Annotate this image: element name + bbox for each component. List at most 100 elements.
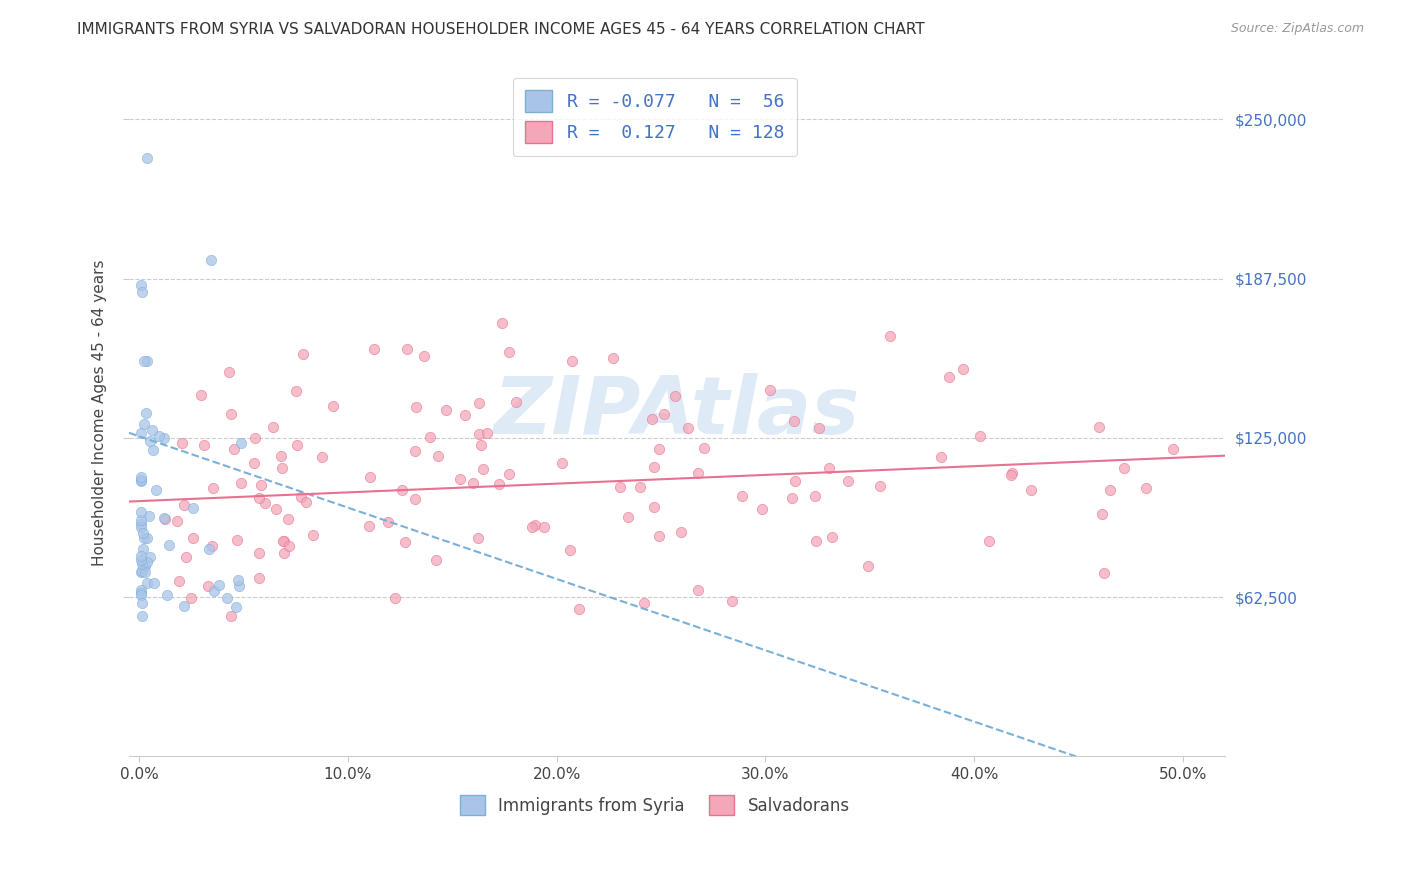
- Point: [1087, 420, 1109, 434]
- Point: [157, 538, 180, 552]
- Point: [425, 553, 447, 567]
- Point: [1090, 508, 1112, 522]
- Point: [856, 559, 879, 574]
- Point: [153, 431, 176, 445]
- Point: [467, 427, 489, 442]
- Point: [193, 438, 215, 452]
- Point: [277, 512, 299, 526]
- Point: [1000, 467, 1022, 482]
- Point: [1019, 483, 1042, 497]
- Point: [134, 406, 156, 420]
- Point: [219, 407, 242, 421]
- Point: [131, 505, 153, 519]
- Point: [266, 501, 288, 516]
- Point: [821, 530, 844, 544]
- Point: [498, 344, 520, 359]
- Point: [285, 438, 308, 452]
- Point: [277, 539, 299, 553]
- Point: [869, 479, 891, 493]
- Point: [391, 483, 413, 497]
- Point: [472, 462, 495, 476]
- Point: [1112, 461, 1135, 475]
- Point: [131, 553, 153, 567]
- Point: [290, 490, 312, 504]
- Point: [292, 347, 315, 361]
- Point: [952, 362, 974, 376]
- Point: [676, 421, 699, 435]
- Point: [721, 594, 744, 608]
- Point: [271, 534, 294, 549]
- Point: [228, 579, 250, 593]
- Point: [219, 609, 242, 624]
- Point: [131, 586, 153, 600]
- Point: [664, 389, 686, 403]
- Point: [692, 441, 714, 455]
- Point: [250, 477, 273, 491]
- Point: [818, 460, 841, 475]
- Text: ZIPAtlas: ZIPAtlas: [494, 374, 860, 451]
- Point: [641, 412, 664, 426]
- Point: [505, 394, 527, 409]
- Point: [412, 349, 434, 363]
- Point: [131, 513, 153, 527]
- Point: [131, 564, 153, 578]
- Point: [461, 475, 484, 490]
- Point: [475, 426, 498, 441]
- Point: [141, 423, 163, 437]
- Point: [533, 520, 555, 534]
- Point: [731, 489, 754, 503]
- Point: [138, 549, 160, 564]
- Point: [138, 509, 160, 524]
- Point: [262, 419, 284, 434]
- Point: [183, 500, 205, 515]
- Point: [524, 517, 547, 532]
- Point: [419, 430, 441, 444]
- Point: [780, 491, 803, 505]
- Point: [652, 407, 675, 421]
- Point: [153, 511, 176, 525]
- Point: [131, 596, 153, 610]
- Point: [1092, 566, 1115, 580]
- Point: [671, 524, 693, 539]
- Point: [132, 526, 155, 541]
- Point: [270, 449, 292, 463]
- Point: [131, 588, 153, 602]
- Point: [135, 151, 157, 165]
- Point: [568, 601, 591, 615]
- Point: [311, 450, 333, 464]
- Point: [156, 588, 179, 602]
- Point: [363, 343, 385, 357]
- Point: [395, 342, 418, 356]
- Point: [929, 450, 952, 465]
- Point: [1001, 467, 1024, 481]
- Point: [782, 414, 804, 428]
- Point: [143, 575, 166, 590]
- Point: [498, 467, 520, 481]
- Point: [357, 518, 380, 533]
- Point: [404, 444, 426, 458]
- Point: [837, 475, 859, 489]
- Point: [247, 491, 270, 505]
- Point: [172, 436, 194, 450]
- Point: [229, 475, 252, 490]
- Point: [969, 429, 991, 443]
- Point: [131, 583, 153, 598]
- Point: [142, 442, 165, 457]
- Point: [643, 460, 665, 475]
- Point: [404, 491, 426, 506]
- Point: [131, 474, 153, 488]
- Point: [131, 285, 153, 299]
- Point: [131, 609, 153, 624]
- Point: [148, 429, 170, 443]
- Point: [139, 434, 162, 448]
- Point: [938, 370, 960, 384]
- Point: [394, 535, 416, 549]
- Point: [131, 517, 153, 532]
- Point: [201, 539, 224, 553]
- Point: [134, 558, 156, 573]
- Text: Source: ZipAtlas.com: Source: ZipAtlas.com: [1230, 22, 1364, 36]
- Point: [285, 384, 308, 399]
- Point: [231, 435, 253, 450]
- Point: [977, 534, 1000, 549]
- Point: [271, 461, 294, 475]
